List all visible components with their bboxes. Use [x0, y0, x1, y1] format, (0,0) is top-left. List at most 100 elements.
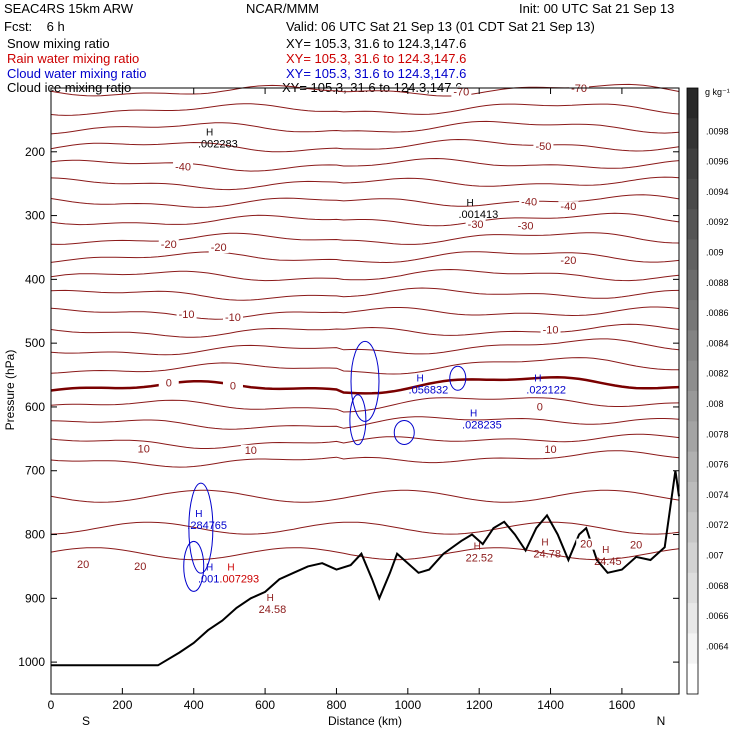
isotherm-line: [50, 376, 680, 395]
maxima-value: .002283: [198, 138, 238, 150]
cloud-water-contour: [350, 340, 380, 422]
init-time: Init: 00 UTC Sat 21 Sep 13: [519, 1, 675, 16]
maxima-value: 24.78: [533, 549, 561, 561]
colorbar-label: .009: [706, 248, 724, 258]
y-tick-label: 400: [25, 272, 45, 286]
contour-label: -10: [543, 324, 559, 336]
colorbar-cell: [687, 330, 698, 362]
colorbar-cell: [687, 512, 698, 543]
colorbar-cell: [687, 269, 698, 301]
x-axis: 0 200 400 600 800 1000 1200 1400 1600: [48, 88, 636, 712]
contour-label-bg: [465, 219, 486, 231]
colorbar-cell: [687, 209, 698, 240]
contour-label-bg: [558, 254, 579, 266]
contour-labels: -70 -70 -50 -40 -40 -40 -30 -30 -20 -20 -20 -10 -10 -…: [73, 83, 647, 573]
contour-label-bg: [158, 377, 179, 389]
isotherm-line: [50, 521, 680, 535]
contour-label: 20: [630, 539, 642, 551]
maxima-value: .022122: [526, 385, 566, 397]
valid-time: Valid: 06 UTC Sat 21 Sep 13 (01 CDT Sat …: [286, 19, 595, 34]
isotherm-line: [50, 176, 680, 191]
contour-label: 20: [77, 559, 89, 571]
maxima-h-marker: H: [602, 545, 609, 556]
isotherm-line: [50, 338, 680, 356]
colorbar-cell: [687, 542, 698, 574]
contour-label-bg: [519, 196, 540, 208]
x-tick-label: 400: [184, 698, 204, 712]
colorbar-label: .0068: [706, 581, 729, 591]
maxima-h-marker: H: [470, 409, 477, 420]
isotherm-line: [50, 357, 679, 375]
x-tick-label: 0: [48, 698, 55, 712]
maxima-value: 24.45: [594, 556, 622, 568]
maxima-h-marker: H: [206, 127, 213, 138]
colorbar-label: .007: [706, 551, 724, 561]
maxima-h-marker: H: [206, 562, 213, 573]
isotherm-line: [50, 489, 680, 503]
colorbar-label: .0086: [706, 308, 729, 318]
contour-label: -50: [535, 141, 551, 153]
y-tick-label: 200: [25, 145, 45, 159]
maxima-h-marker: H: [541, 538, 548, 549]
colorbar-cell: [687, 148, 698, 180]
colorbar-cell: [687, 603, 698, 634]
contour-label-bg: [133, 443, 154, 455]
contour-label-bg: [173, 161, 194, 173]
maxima-h-marker: H: [474, 541, 481, 552]
colorbar-label: .0076: [706, 460, 729, 470]
y-tick-label: 600: [25, 400, 45, 414]
cloud-water-contour: [449, 365, 467, 391]
x-left-end-label: S: [82, 714, 90, 728]
contour-label-bg: [130, 560, 151, 572]
colorbar-cell: [687, 239, 698, 271]
contour-label: 10: [245, 445, 257, 457]
x-tick-label: 1200: [466, 698, 493, 712]
x-tick-label: 1400: [537, 698, 564, 712]
y-tick-label: 800: [25, 528, 45, 542]
isotherm-line: [50, 433, 680, 449]
contour-label: -70: [453, 86, 469, 98]
maxima-value: .056832: [409, 385, 449, 397]
maxima-value: .028235: [462, 420, 502, 432]
legend-rain-xy: XY= 105.3, 31.6 to 124.3,147.6: [286, 51, 467, 66]
contour-label: -40: [560, 201, 576, 213]
colorbar-cell: [687, 118, 698, 150]
colorbar-label: .008: [706, 399, 724, 409]
x-tick-label: 1000: [394, 698, 421, 712]
colorbar-cell: [687, 300, 698, 331]
x-right-end-label: N: [657, 714, 666, 728]
contour-label-bg: [222, 312, 243, 324]
contour-label-bg: [515, 220, 536, 232]
colorbar-cell: [687, 633, 698, 665]
isotherm-line: [50, 194, 680, 208]
contour-label-bg: [158, 238, 179, 250]
contour-label: -30: [518, 220, 534, 232]
model-title: SEAC4RS 15km ARW: [4, 1, 134, 16]
x-axis-label: Distance (km): [328, 714, 402, 728]
forecast-hour: Fcst: 6 h: [4, 19, 65, 34]
colorbar-cell: [687, 360, 698, 392]
isotherm-line: [50, 232, 680, 245]
cloud-water-contour: [188, 482, 214, 574]
center-label: NCAR/MMM: [246, 1, 319, 16]
isotherm-line: [50, 450, 680, 468]
plot-frame: [50, 87, 680, 695]
maxima-h-marker: H: [417, 374, 424, 385]
x-tick-label: 800: [326, 698, 346, 712]
contour-label: 0: [230, 380, 236, 392]
cloud-water-contours: [183, 340, 467, 592]
legend-snow-xy: XY= 105.3, 31.6 to 124.3,147.6: [286, 36, 467, 51]
contour-label: -20: [161, 239, 177, 251]
colorbar-frame: [686, 87, 699, 695]
contour-label: 10: [138, 444, 150, 456]
contour-label-bg: [626, 539, 647, 551]
isotherm-line: [50, 306, 680, 320]
legend-cloud-water-xy: XY= 105.3, 31.6 to 124.3,147.6: [286, 66, 467, 81]
colorbar-label: .0072: [706, 520, 729, 530]
contour-label-bg: [540, 324, 561, 336]
cloud-water-contour: [349, 394, 367, 446]
colorbar-label: .0088: [706, 278, 729, 288]
colorbar-label: .0094: [706, 187, 729, 197]
contour-label-bg: [451, 86, 472, 98]
